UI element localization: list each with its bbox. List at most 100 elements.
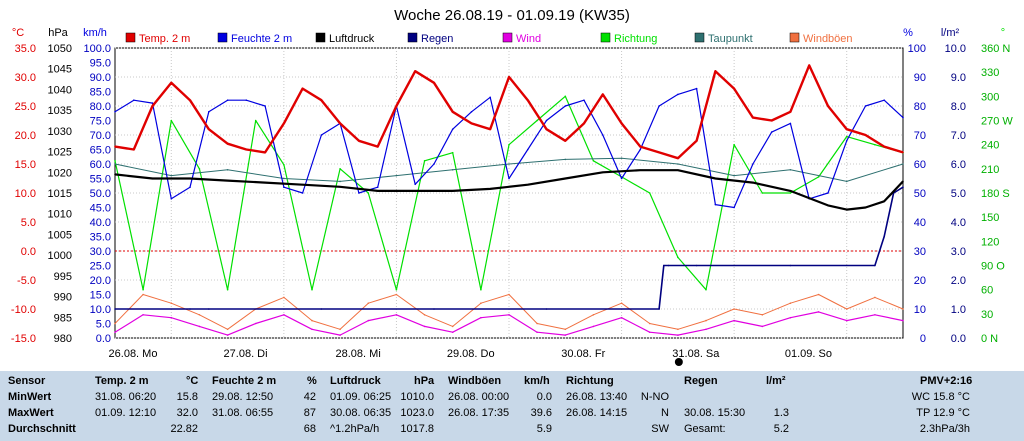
header-dir: Richtung [566, 375, 614, 387]
tick-wind: 55.0 [90, 174, 111, 186]
tick-hum: 60 [914, 159, 926, 171]
tick-hum: 20 [914, 275, 926, 287]
x-tick-day: 27.08. Di [224, 348, 268, 360]
data-point [376, 186, 379, 188]
data-point [423, 160, 426, 162]
data-point [226, 99, 229, 101]
data-point [761, 192, 764, 194]
chart-title: Woche 26.08.19 - 01.09.19 (KW35) [394, 7, 630, 24]
data-point [714, 203, 717, 206]
data-point [845, 140, 848, 142]
x-tick-day: 01.09. So [785, 348, 832, 360]
data-point [311, 328, 313, 331]
table-row-max: MaxWert 01.09. 12:10 32.0 31.08. 06:55 8… [0, 407, 1024, 423]
data-point [789, 192, 792, 194]
data-point [883, 145, 885, 148]
tick-rain: 5.0 [951, 188, 966, 200]
data-point [864, 206, 867, 209]
now-marker [674, 358, 683, 366]
data-point [283, 164, 285, 166]
data-point [770, 119, 773, 122]
data-point [283, 177, 285, 180]
data-point [451, 169, 454, 171]
cell-dir-time: 26.08. 13:40 [566, 391, 628, 403]
data-point [592, 325, 595, 328]
cell-dir-value: N-NO [640, 391, 669, 403]
data-point [283, 186, 285, 188]
data-point [433, 163, 435, 165]
header-sensor: Sensor [8, 375, 46, 387]
data-point [883, 200, 885, 203]
cell-temp-time: 01.09. 12:10 [95, 407, 157, 419]
data-point [423, 314, 426, 316]
data-point [254, 322, 257, 325]
axis-unit-press: hPa [48, 27, 68, 39]
data-point [508, 293, 510, 296]
tick-press: 985 [54, 312, 72, 324]
data-point [789, 111, 792, 113]
tick-hum: 30 [914, 246, 926, 258]
tick-press: 1005 [48, 229, 72, 241]
data-point [620, 316, 623, 319]
axis-unit-hum: % [903, 27, 913, 39]
tick-dir: 270 W [981, 116, 1013, 128]
data-point [264, 151, 266, 154]
header-hum: Feuchte 2 m [212, 375, 277, 387]
data-point [620, 177, 623, 180]
tick-temp: 5.0 [21, 217, 36, 229]
data-point [667, 264, 670, 267]
tick-temp: 25.0 [15, 101, 36, 113]
tick-hum: 50 [914, 188, 926, 200]
header-hum-unit: % [307, 375, 317, 387]
tick-press: 1000 [48, 250, 72, 262]
tick-wind: 95.0 [90, 58, 111, 70]
data-point [817, 176, 820, 178]
data-point [451, 190, 454, 192]
tick-wind: 0.0 [96, 333, 111, 345]
data-point [770, 131, 773, 133]
tick-dir: 360 N [981, 43, 1010, 55]
data-point [789, 122, 792, 125]
tick-wind: 70.0 [90, 130, 111, 142]
data-point [827, 192, 829, 194]
data-point [358, 192, 360, 194]
data-point [677, 169, 679, 171]
data-point [198, 168, 201, 170]
series-luftdruck [114, 169, 904, 211]
tick-rain: 6.0 [951, 159, 966, 171]
data-point [705, 319, 707, 322]
data-point [639, 148, 642, 151]
header-temp: Temp. 2 m [95, 375, 149, 387]
tick-press: 980 [54, 333, 72, 345]
data-point [208, 111, 210, 113]
tick-temp: 10.0 [15, 188, 36, 200]
data-point [339, 334, 341, 336]
data-point [170, 198, 173, 200]
data-point [733, 143, 735, 146]
tick-hum: 80 [914, 101, 926, 113]
data-point [151, 177, 154, 180]
data-point [508, 314, 510, 316]
data-point [367, 319, 370, 322]
data-point [564, 177, 567, 180]
data-point [508, 177, 510, 180]
data-point [283, 122, 285, 125]
data-point [151, 105, 154, 107]
header-rain: Regen [684, 375, 718, 387]
cell-hum-time: 31.08. 06:55 [212, 407, 274, 419]
data-point [170, 316, 173, 319]
cell-temp-value: 22.82 [170, 423, 198, 435]
data-point [545, 128, 548, 130]
data-point [451, 325, 454, 328]
data-point [845, 128, 848, 130]
cell-temp-value: 32.0 [176, 407, 198, 419]
header-temp-unit: °C [186, 375, 199, 387]
data-point [620, 122, 623, 125]
data-point [170, 174, 173, 177]
data-point [545, 308, 548, 310]
data-point [902, 151, 904, 154]
data-point [414, 70, 417, 72]
data-point [536, 322, 538, 325]
legend-swatch [694, 32, 705, 43]
header-rain-unit: l/m² [766, 375, 786, 387]
